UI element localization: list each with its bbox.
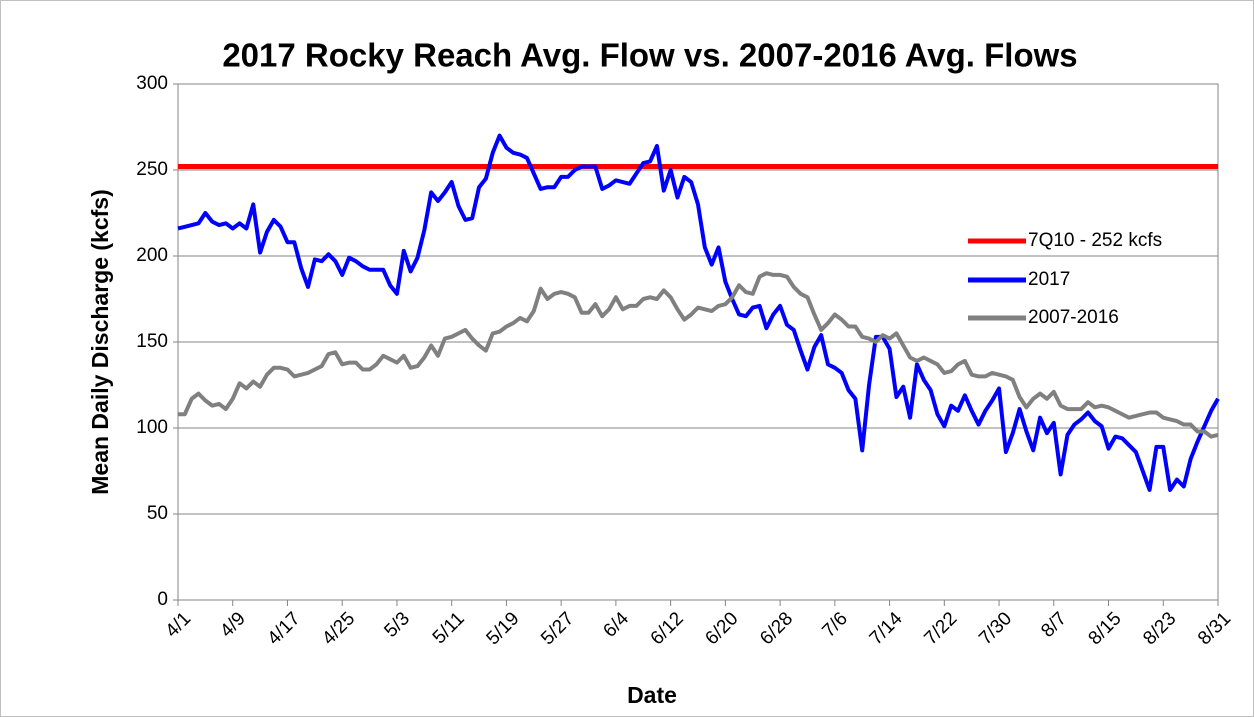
y-tick-label: 200 [136, 245, 168, 266]
y-tick-label: 0 [157, 589, 168, 610]
line-series [177, 133, 1220, 492]
chart-title: 2017 Rocky Reach Avg. Flow vs. 2007-2016… [222, 37, 1077, 74]
y-tick-label: 150 [136, 331, 168, 352]
y-tick-label: 100 [136, 417, 168, 438]
y-tick-label: 50 [147, 503, 168, 524]
legend-label: 7Q10 - 252 kcfs [1028, 230, 1162, 251]
legend-label: 2007-2016 [1028, 307, 1119, 328]
y-axis-title: Mean Daily Discharge (kcfs) [87, 189, 113, 495]
line-series [178, 271, 1219, 439]
legend-label: 2017 [1028, 269, 1070, 290]
y-tick-label: 250 [136, 159, 168, 180]
x-axis-title: Date [627, 682, 677, 708]
y-tick-label: 300 [136, 73, 168, 94]
